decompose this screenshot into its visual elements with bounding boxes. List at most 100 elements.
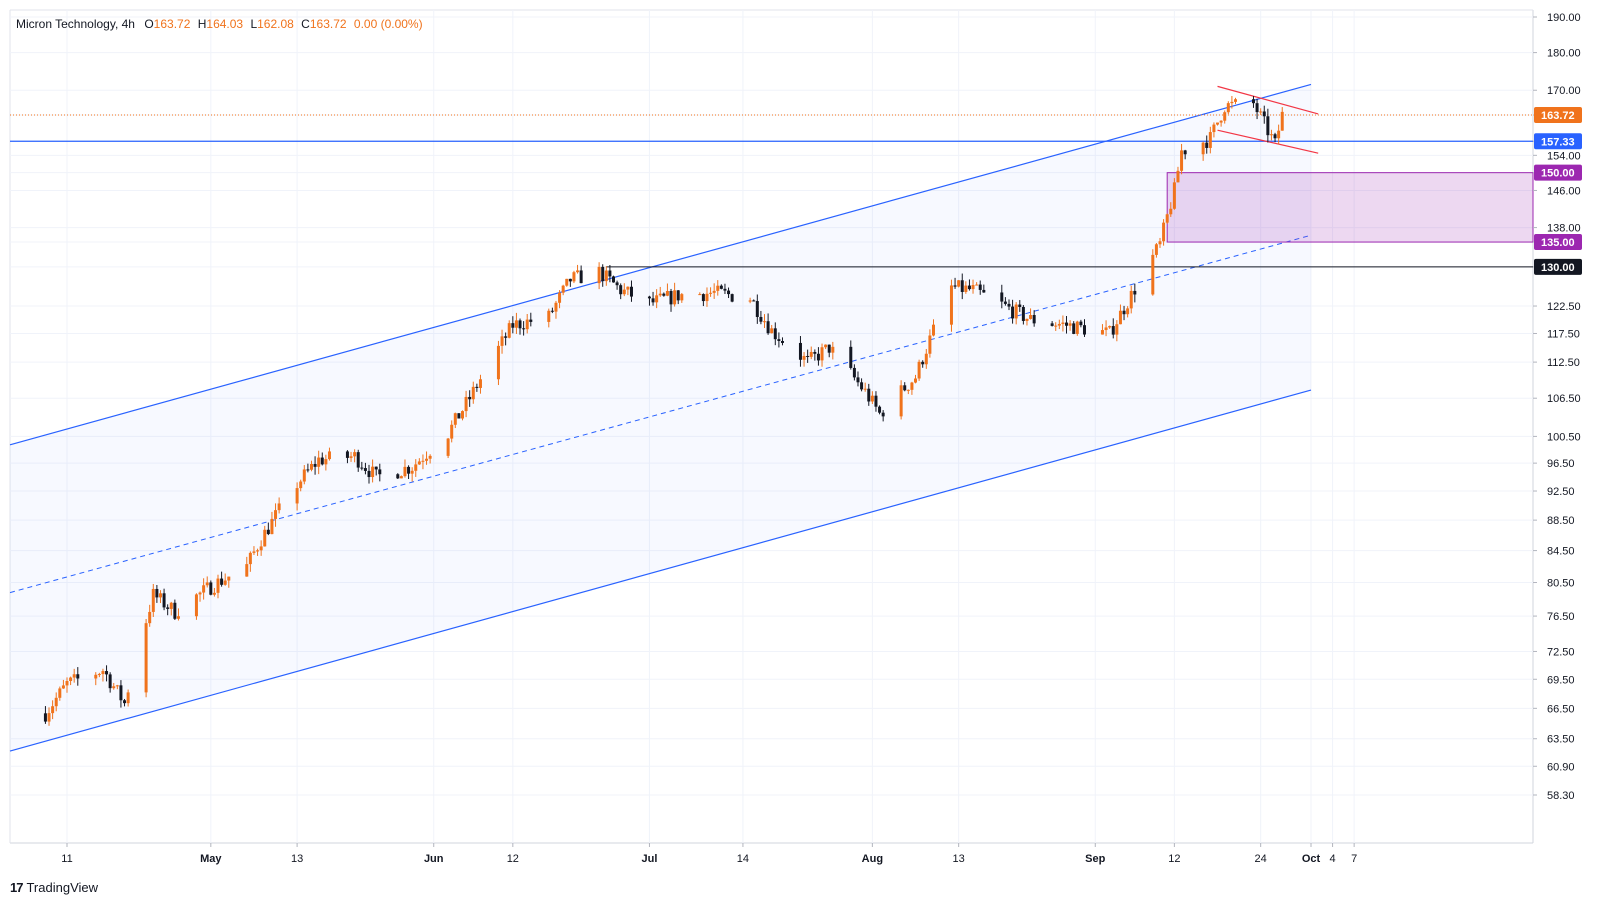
candle-body	[1162, 222, 1166, 242]
candle-body	[658, 293, 662, 296]
candle-body	[727, 290, 731, 295]
candle-body	[1057, 323, 1061, 326]
candle-body	[910, 382, 914, 390]
chart-legend: Micron Technology, 4h O163.72 H164.03 L1…	[16, 17, 423, 31]
candle-body	[777, 339, 781, 341]
candle-body	[65, 681, 69, 686]
candle-body	[176, 616, 180, 619]
candle-body	[360, 467, 364, 469]
candle-body	[252, 551, 256, 553]
candle-body	[259, 546, 263, 551]
candle-body	[662, 293, 666, 296]
candle-body	[1201, 142, 1205, 155]
candle-body	[565, 278, 569, 286]
candle-body	[723, 288, 727, 291]
candle-body	[770, 328, 774, 334]
time-tick-label: 7	[1351, 853, 1357, 865]
tradingview-brand[interactable]: 17 TradingView	[10, 880, 98, 895]
candle-body	[1280, 111, 1284, 131]
candle-body	[123, 700, 127, 704]
candle-body	[302, 469, 306, 482]
candle-body	[507, 323, 511, 338]
candle-body	[964, 285, 968, 292]
close-label: C	[301, 17, 310, 31]
price-tick-label: 146.00	[1547, 185, 1581, 197]
candle-body	[115, 685, 119, 687]
time-tick-label: 13	[291, 853, 303, 865]
candle-body	[518, 320, 522, 329]
candle-body	[680, 294, 684, 301]
candle-body	[1205, 142, 1209, 148]
candle-body	[43, 713, 47, 722]
candle-body	[1011, 306, 1015, 319]
time-tick-label: Jul	[641, 853, 657, 865]
candle-body	[1007, 303, 1011, 307]
candle-body	[317, 457, 321, 467]
candle-body	[759, 316, 763, 322]
candle-body	[324, 459, 328, 465]
candle-body	[1018, 304, 1022, 307]
candle-body	[1000, 292, 1004, 302]
candle-body	[173, 602, 177, 619]
interval-label: 4h	[122, 17, 135, 31]
price-tick-label: 92.50	[1547, 486, 1575, 498]
candle-body	[655, 295, 659, 303]
candle-body	[101, 671, 105, 675]
candle-body	[665, 291, 669, 296]
price-tick-label: 84.50	[1547, 546, 1575, 558]
candle-body	[108, 674, 112, 689]
candle-body	[1068, 323, 1072, 326]
candle-body	[425, 458, 429, 461]
price-badges: 163.72 157.33 150.00 135.00 130.00	[1534, 107, 1582, 275]
candle-body	[119, 685, 123, 701]
candle-body	[773, 328, 777, 340]
candle-body	[396, 474, 400, 479]
candle-body	[198, 592, 202, 595]
price-badge-resistance	[1534, 258, 1582, 275]
candle-body	[349, 456, 353, 458]
candle-body	[522, 328, 526, 330]
candle-body	[601, 266, 605, 282]
candle-body	[94, 674, 98, 679]
candle-body	[471, 386, 475, 400]
candle-body	[216, 578, 220, 593]
candle-body	[816, 353, 820, 361]
candle-body	[554, 302, 558, 312]
candle-body	[820, 347, 824, 361]
candle-body	[705, 293, 709, 302]
candle-body	[716, 285, 720, 291]
price-badge-label-support: 157.33	[1541, 136, 1575, 148]
candle-body	[464, 396, 468, 412]
candle-body	[949, 285, 953, 325]
candle-body	[1014, 304, 1018, 319]
price-tick-label: 180.00	[1547, 48, 1581, 60]
candle-body	[478, 379, 482, 388]
candle-body	[76, 674, 80, 679]
candle-body	[1208, 132, 1212, 148]
candle-body	[748, 300, 752, 302]
candle-body	[852, 367, 856, 378]
candle-body	[881, 412, 885, 417]
candle-body	[450, 424, 454, 439]
change-value: 0.00 (0.00%)	[354, 17, 423, 31]
candle-body	[212, 592, 216, 595]
candle-body	[730, 294, 734, 302]
channel-fill	[10, 84, 1311, 752]
candle-body	[263, 529, 267, 547]
candle-body	[1054, 325, 1058, 327]
time-axis[interactable]: 11 May 13 Jun 12 Jul 14 Aug 13 Sep 12 24 Oct 4 7	[61, 843, 1357, 865]
candle-body	[802, 355, 806, 360]
candle-body	[780, 340, 784, 343]
price-tick-label: 58.30	[1547, 790, 1575, 802]
price-axis[interactable]: 190.00 180.00 170.00 154.00 146.00 138.00 122.…	[1533, 12, 1581, 802]
drawing-overlays	[9, 83, 1534, 752]
candle-body	[126, 692, 130, 704]
open-label: O	[144, 17, 153, 31]
candle-body	[701, 294, 705, 302]
candle-body	[899, 385, 903, 417]
price-tick-label: 122.50	[1547, 301, 1581, 313]
candle-body	[806, 355, 810, 357]
time-tick-label: 24	[1255, 853, 1267, 865]
